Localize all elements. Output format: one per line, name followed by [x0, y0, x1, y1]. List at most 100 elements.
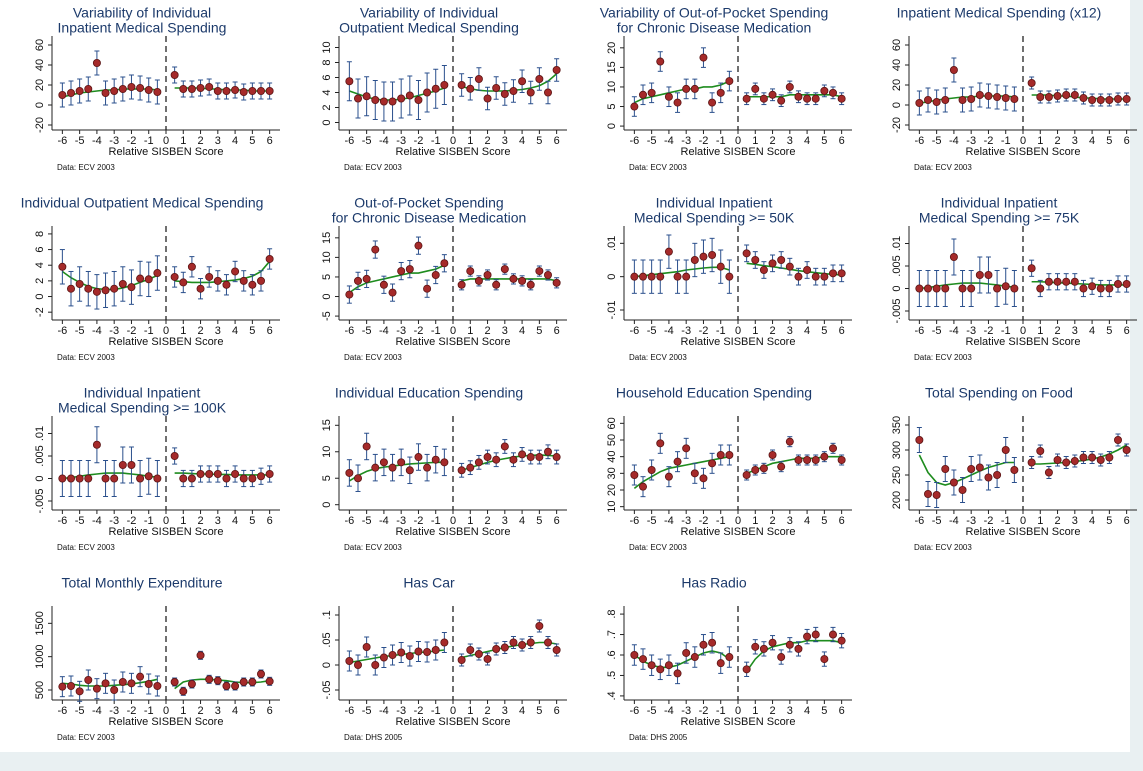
- point: [708, 98, 717, 107]
- point: [205, 272, 214, 281]
- point: [205, 83, 214, 92]
- point: [552, 453, 561, 462]
- point: [423, 648, 432, 657]
- panel-title: Individual Inpatient: [941, 195, 1058, 211]
- point: [630, 102, 639, 111]
- x-tick-label: -6: [629, 325, 639, 337]
- x-tick-label: 5: [821, 515, 827, 527]
- point: [811, 630, 820, 639]
- point: [58, 682, 67, 691]
- point: [457, 280, 466, 289]
- x-axis-label: Relative SISBEN Score: [396, 716, 511, 728]
- point: [405, 652, 414, 661]
- point: [967, 95, 976, 104]
- point: [75, 280, 84, 289]
- point: [136, 274, 145, 283]
- y-tick-label: 10: [321, 446, 333, 458]
- point: [820, 655, 829, 664]
- point: [777, 256, 786, 265]
- point: [423, 88, 432, 97]
- x-tick-label: -6: [914, 325, 924, 337]
- point: [354, 661, 363, 670]
- point: [196, 470, 205, 479]
- point: [1010, 284, 1019, 293]
- y-tick-label: 350: [891, 416, 903, 434]
- y-tick-label: 20: [891, 79, 903, 91]
- x-axis-label: Relative SISBEN Score: [396, 336, 511, 348]
- point: [483, 271, 492, 280]
- point: [92, 59, 101, 68]
- y-tick-label: 6: [34, 247, 46, 253]
- point: [682, 648, 691, 657]
- point: [768, 259, 777, 268]
- point: [118, 461, 127, 470]
- panel-title: Outpatient Medical Spending: [339, 20, 519, 36]
- point: [794, 456, 803, 465]
- x-tick-label: -4: [92, 135, 102, 147]
- point: [1096, 284, 1105, 293]
- y-tick-label: 250: [891, 466, 903, 484]
- point: [958, 486, 967, 495]
- point: [110, 284, 119, 293]
- point: [768, 90, 777, 99]
- point: [820, 452, 829, 461]
- point: [828, 630, 837, 639]
- x-tick-label: 2: [1054, 515, 1060, 527]
- panel-title: for Chronic Disease Medication: [617, 20, 812, 36]
- point: [231, 682, 240, 691]
- y-tick-label: 5: [606, 103, 618, 109]
- point: [664, 472, 673, 481]
- point: [144, 472, 153, 481]
- x-tick-label: 1: [467, 325, 473, 337]
- panel-title: Inpatient Medical Spending: [58, 20, 227, 36]
- point: [630, 471, 639, 480]
- panel-title: Individual Outpatient Medical Spending: [21, 195, 264, 211]
- x-tick-label: 2: [769, 325, 775, 337]
- point: [388, 463, 397, 472]
- x-tick-label: -2: [699, 325, 709, 337]
- point: [1010, 95, 1019, 104]
- point: [803, 632, 812, 641]
- point: [639, 655, 648, 664]
- panel-title: Individual Inpatient: [84, 385, 201, 401]
- x-tick-label: 2: [197, 515, 203, 527]
- y-tick-label: .4: [606, 691, 618, 700]
- point: [58, 91, 67, 100]
- x-tick-label: 3: [502, 705, 508, 717]
- point: [84, 284, 93, 293]
- point: [535, 453, 544, 462]
- point: [759, 644, 768, 653]
- x-tick-label: 2: [197, 325, 203, 337]
- x-tick-label: 5: [249, 515, 255, 527]
- x-tick-label: -4: [92, 705, 102, 717]
- point: [127, 83, 136, 92]
- x-tick-label: 1: [752, 135, 758, 147]
- point: [526, 280, 535, 289]
- point: [345, 77, 354, 86]
- y-tick-label: 40: [606, 451, 618, 463]
- x-tick-label: 5: [1106, 135, 1112, 147]
- y-tick-label: 15: [321, 419, 333, 431]
- point: [518, 641, 527, 650]
- y-tick-label: .01: [891, 236, 903, 251]
- x-tick-label: -5: [932, 135, 942, 147]
- point: [932, 98, 941, 107]
- x-tick-label: -3: [109, 135, 119, 147]
- point: [725, 272, 734, 281]
- point: [673, 98, 682, 107]
- y-tick-label: 8: [34, 231, 46, 237]
- point: [690, 256, 699, 265]
- point: [526, 453, 535, 462]
- y-tick-label: 0: [34, 475, 46, 481]
- y-tick-label: 10: [606, 501, 618, 513]
- point: [92, 287, 101, 296]
- point: [256, 472, 265, 481]
- point: [785, 640, 794, 649]
- point: [708, 251, 717, 260]
- point: [820, 272, 829, 281]
- point: [492, 455, 501, 464]
- x-tick-label: 6: [267, 515, 273, 527]
- point: [759, 266, 768, 275]
